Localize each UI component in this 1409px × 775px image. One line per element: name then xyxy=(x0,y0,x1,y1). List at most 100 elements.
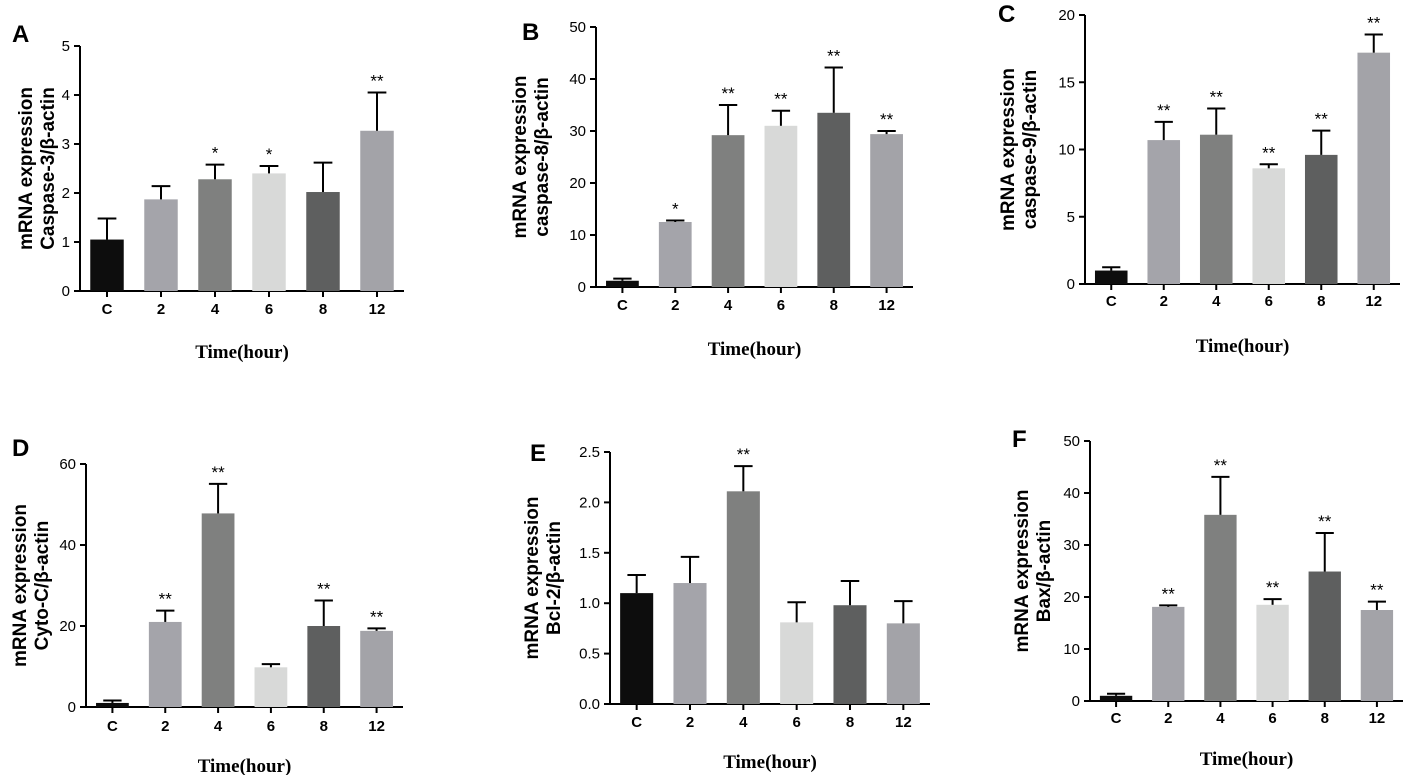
panel-d-x-tick-label: 2 xyxy=(161,718,169,735)
panel-f-bar xyxy=(1360,610,1394,701)
panel-e-significance-marker: ** xyxy=(737,445,751,464)
panel-a-x-tick-label: C xyxy=(102,301,113,318)
panel-e-x-tick-label: C xyxy=(631,714,642,731)
panel-f-significance-marker: ** xyxy=(1162,584,1176,603)
panel-a-y-tick-label: 5 xyxy=(62,38,70,55)
panel-b-x-label: Time(hour) xyxy=(708,339,802,360)
panel-c-y-tick-label: 15 xyxy=(1058,74,1075,91)
panel-a-significance-marker: * xyxy=(266,145,273,164)
panel-b-significance-marker: ** xyxy=(774,90,788,109)
panel-c-bar xyxy=(1357,52,1391,284)
panel-b-y-label-line1: mRNA expression xyxy=(510,76,531,239)
panel-f-bar xyxy=(1152,606,1185,701)
panel-b-y-tick-label: 30 xyxy=(569,123,586,140)
panel-e-x-tick-label: 8 xyxy=(846,714,854,731)
panel-c-y-label-line2: caspase-9/β-actin xyxy=(1020,70,1041,229)
panel-e-y-tick-label: 0.5 xyxy=(579,646,600,663)
panel-e-y-label-line1: mRNA expression xyxy=(522,497,543,660)
panel-c-bar xyxy=(1252,168,1286,284)
panel-e-y-label-line2: Bcl-2/β-actin xyxy=(544,521,565,635)
panel-d-y-tick-label: 20 xyxy=(59,618,76,635)
panel-f-x-tick-label: 4 xyxy=(1216,710,1225,727)
panel-b-x-tick-label: C xyxy=(617,297,628,314)
panel-d-x-label: Time(hour) xyxy=(198,756,292,775)
panel-c-y-tick-label: 5 xyxy=(1067,209,1075,226)
panel-c-y-tick-label: 10 xyxy=(1058,142,1075,159)
panel-e-y-tick-label: 2.5 xyxy=(579,444,600,461)
panel-c-x-tick-label: C xyxy=(1106,293,1117,310)
panel-f-y-tick-label: 0 xyxy=(1072,693,1080,710)
panel-c-y-tick-label: 0 xyxy=(1067,276,1075,293)
panel-f-label: F xyxy=(1012,426,1027,453)
panel-d-y-tick-label: 40 xyxy=(59,537,76,554)
panel-c-significance-marker: ** xyxy=(1157,101,1171,120)
panel-d-significance-marker: ** xyxy=(159,590,173,609)
panel-b-bar xyxy=(658,222,692,287)
panel-d-bar xyxy=(254,667,288,707)
panel-d-bar xyxy=(201,513,235,707)
panel-d-bar xyxy=(148,621,182,707)
panel-b-significance-marker: ** xyxy=(827,47,841,66)
panel-a-y-tick-label: 0 xyxy=(62,283,70,300)
panel-b-label: B xyxy=(522,19,539,46)
panel-f-y-tick-label: 10 xyxy=(1063,641,1080,658)
panel-f-bar xyxy=(1256,604,1289,701)
panel-a-y-label-line1: mRNA expression xyxy=(16,87,37,250)
panel-a-significance-marker: ** xyxy=(370,72,384,91)
panel-a-x-label: Time(hour) xyxy=(195,342,289,363)
panel-f-significance-marker: ** xyxy=(1318,512,1332,531)
panel-f-x-tick-label: 8 xyxy=(1321,710,1329,727)
panel-d-bar xyxy=(96,702,129,707)
panel-f-bar xyxy=(1099,695,1133,701)
panel-b-significance-marker: * xyxy=(672,199,679,218)
panel-e-y-tick-label: 1.5 xyxy=(579,545,600,562)
panel-c-y-tick-label: 20 xyxy=(1058,7,1075,24)
panel-b-significance-marker: ** xyxy=(880,110,894,129)
panel-e-x-tick-label: 12 xyxy=(895,714,912,731)
panel-c-label: C xyxy=(998,1,1015,28)
panel-f-bar xyxy=(1204,514,1237,701)
panel-d-significance-marker: ** xyxy=(370,607,384,626)
panel-b-x-tick-label: 8 xyxy=(830,297,838,314)
panel-a-x-tick-label: 8 xyxy=(319,301,327,318)
panel-b-x-tick-label: 4 xyxy=(724,297,733,314)
panel-f-y-tick-label: 40 xyxy=(1063,485,1080,502)
panel-c-significance-marker: ** xyxy=(1367,14,1381,33)
panel-b-x-tick-label: 2 xyxy=(671,297,679,314)
panel-d-significance-marker: ** xyxy=(317,579,331,598)
panel-e-x-tick-label: 6 xyxy=(792,714,800,731)
panel-f-x-tick-label: 12 xyxy=(1369,710,1386,727)
panel-e-y-tick-label: 1.0 xyxy=(579,595,600,612)
panel-d-y-label-line1: mRNA expression xyxy=(10,504,31,667)
panel-b-y-label-line2: caspase-8/β-actin xyxy=(532,77,553,236)
panel-d-bar xyxy=(307,626,341,707)
panel-d-y-tick-label: 60 xyxy=(59,456,76,473)
panel-b-y-tick-label: 40 xyxy=(569,71,586,88)
panel-c-significance-marker: ** xyxy=(1315,110,1329,129)
panel-f-x-tick-label: 6 xyxy=(1268,710,1276,727)
panel-f-bar xyxy=(1308,571,1341,701)
panel-a-y-tick-label: 4 xyxy=(62,87,70,104)
panel-a-x-tick-label: 12 xyxy=(369,301,386,318)
panel-a-bar xyxy=(90,239,124,291)
panel-b-y-tick-label: 50 xyxy=(569,19,586,36)
panel-c-bar xyxy=(1199,134,1233,284)
panel-f-x-tick-label: 2 xyxy=(1164,710,1172,727)
panel-d-bar xyxy=(360,630,393,707)
panel-d-y-tick-label: 0 xyxy=(68,699,76,716)
panel-f-significance-marker: ** xyxy=(1266,578,1280,597)
panel-c-x-label: Time(hour) xyxy=(1196,336,1290,357)
panel-c-x-tick-label: 4 xyxy=(1212,293,1221,310)
panel-c-significance-marker: ** xyxy=(1262,143,1276,162)
panel-b-x-tick-label: 12 xyxy=(878,297,895,314)
panel-f-y-tick-label: 30 xyxy=(1063,537,1080,554)
panel-f-y-tick-label: 20 xyxy=(1063,589,1080,606)
panel-d-x-tick-label: C xyxy=(107,718,118,735)
panel-c-x-tick-label: 8 xyxy=(1317,293,1325,310)
panel-d-x-tick-label: 6 xyxy=(267,718,275,735)
panel-c-x-tick-label: 6 xyxy=(1265,293,1273,310)
panel-a-bar xyxy=(144,199,178,291)
panel-e-bar xyxy=(780,622,814,704)
panel-a-label: A xyxy=(12,21,29,48)
